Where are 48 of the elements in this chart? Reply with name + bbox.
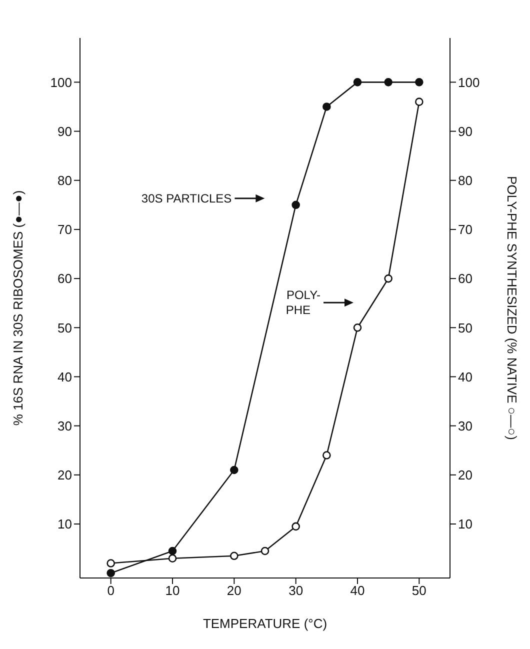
x-tick-label: 50 xyxy=(412,583,426,598)
x-tick-label: 30 xyxy=(288,583,304,598)
point xyxy=(415,98,424,106)
point xyxy=(415,78,424,86)
y2-tick-label: 80 xyxy=(458,172,472,188)
point xyxy=(260,546,270,556)
annotation: 30S PARTICLES xyxy=(141,191,232,206)
y-tick-label: 70 xyxy=(58,222,72,238)
y-axis-title: % 16S RNA IN 30S RIBOSOMES (●—●) xyxy=(10,190,26,426)
x-axis-title: TEMPERATURE (°C) xyxy=(202,616,328,631)
y-tick-label: 100 xyxy=(50,74,72,90)
point xyxy=(230,466,238,474)
y-tick-label: 80 xyxy=(58,172,72,188)
y2-tick-label: 50 xyxy=(458,320,472,336)
point xyxy=(106,559,115,568)
point xyxy=(322,451,331,460)
point xyxy=(353,78,362,86)
point xyxy=(322,102,331,111)
annotation: POLY-PHE xyxy=(286,288,320,318)
y2-tick-label: 20 xyxy=(458,468,472,483)
y-tick-label: 50 xyxy=(58,320,72,336)
point xyxy=(292,522,300,531)
x-tick-label: 0 xyxy=(107,583,114,598)
y2-tick-label: 100 xyxy=(458,74,480,90)
point xyxy=(106,568,115,578)
y2-tick-label: 70 xyxy=(458,222,472,238)
y2-tick-label: 10 xyxy=(458,516,472,532)
y-tick-label: 90 xyxy=(58,124,72,139)
point xyxy=(353,323,362,332)
y-tick-label: 40 xyxy=(58,369,72,384)
point xyxy=(384,274,392,283)
y2-tick-label: 40 xyxy=(458,369,472,384)
x-tick-label: 20 xyxy=(226,583,242,598)
y-tick-label: 20 xyxy=(58,468,72,483)
y2-tick-label: 60 xyxy=(458,271,472,286)
y-tick-label: 60 xyxy=(58,271,72,286)
y2-tick-label: 90 xyxy=(458,124,472,139)
point xyxy=(168,554,177,563)
y2-tick-label: 30 xyxy=(458,418,472,434)
point xyxy=(292,200,300,210)
point xyxy=(168,546,177,556)
point xyxy=(230,552,238,560)
x-tick-label: 40 xyxy=(350,583,365,598)
y2-axis-title: POLY-PHE SYNTHESIZED (% NATIVE ○—○) xyxy=(504,176,520,440)
point xyxy=(384,78,392,86)
y-tick-label: 30 xyxy=(58,418,72,434)
x-tick-label: 10 xyxy=(165,583,180,598)
y-tick-label: 10 xyxy=(58,516,72,532)
